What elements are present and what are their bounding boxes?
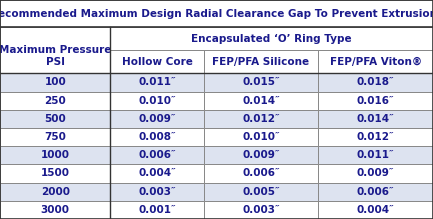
Text: 0.004″: 0.004″ — [357, 205, 394, 215]
Text: 0.003″: 0.003″ — [138, 187, 176, 197]
Bar — [110, 110, 204, 128]
Text: 100: 100 — [44, 78, 66, 87]
Bar — [0, 0, 433, 27]
Text: FEP/PFA Viton®: FEP/PFA Viton® — [330, 57, 422, 67]
Text: 0.016″: 0.016″ — [357, 96, 394, 106]
Bar — [110, 92, 204, 110]
Bar — [204, 183, 318, 201]
Text: PSI: PSI — [46, 57, 65, 67]
Text: 0.012″: 0.012″ — [357, 132, 394, 142]
Text: 0.001″: 0.001″ — [138, 205, 176, 215]
Text: 250: 250 — [44, 96, 66, 106]
Bar — [318, 128, 433, 146]
Bar — [110, 146, 204, 164]
Text: 3000: 3000 — [41, 205, 70, 215]
Text: 750: 750 — [44, 132, 66, 142]
Bar — [318, 183, 433, 201]
Bar — [204, 164, 318, 183]
Bar — [0, 27, 110, 73]
Bar — [204, 146, 318, 164]
Text: 0.009″: 0.009″ — [242, 150, 280, 160]
Bar — [318, 50, 433, 73]
Bar — [0, 110, 110, 128]
Bar — [0, 92, 110, 110]
Text: 0.011″: 0.011″ — [138, 78, 176, 87]
Text: 0.012″: 0.012″ — [242, 114, 280, 124]
Text: 0.009″: 0.009″ — [357, 168, 394, 178]
Bar — [204, 92, 318, 110]
Text: FEP/PFA Silicone: FEP/PFA Silicone — [212, 57, 310, 67]
Bar — [0, 128, 110, 146]
Text: 0.009″: 0.009″ — [138, 114, 176, 124]
Text: 0.010″: 0.010″ — [242, 132, 280, 142]
Text: 0.006″: 0.006″ — [138, 150, 176, 160]
Bar — [204, 50, 318, 73]
Text: 2000: 2000 — [41, 187, 70, 197]
Text: Recommended Maximum Design Radial Clearance Gap To Prevent Extrusions: Recommended Maximum Design Radial Cleara… — [0, 9, 433, 19]
Text: Maximum Pressure: Maximum Pressure — [0, 45, 111, 55]
Text: 500: 500 — [44, 114, 66, 124]
Text: 0.015″: 0.015″ — [242, 78, 280, 87]
Bar — [0, 183, 110, 201]
Text: Encapsulated ‘O’ Ring Type: Encapsulated ‘O’ Ring Type — [191, 34, 352, 44]
Text: 1500: 1500 — [41, 168, 70, 178]
Bar — [318, 73, 433, 92]
Text: Hollow Core: Hollow Core — [122, 57, 192, 67]
Text: 0.006″: 0.006″ — [357, 187, 394, 197]
Bar — [0, 73, 110, 92]
Text: 0.004″: 0.004″ — [138, 168, 176, 178]
Bar — [110, 73, 204, 92]
Text: 1000: 1000 — [41, 150, 70, 160]
Bar — [318, 146, 433, 164]
Bar — [318, 92, 433, 110]
Text: 0.018″: 0.018″ — [357, 78, 394, 87]
Bar — [204, 201, 318, 219]
Bar — [318, 164, 433, 183]
Bar — [110, 201, 204, 219]
Bar — [110, 183, 204, 201]
Bar — [0, 146, 110, 164]
Bar — [110, 164, 204, 183]
Text: 0.003″: 0.003″ — [242, 205, 280, 215]
Text: 0.006″: 0.006″ — [242, 168, 280, 178]
Text: 0.008″: 0.008″ — [138, 132, 176, 142]
Bar — [318, 110, 433, 128]
Bar — [204, 110, 318, 128]
Text: 0.014″: 0.014″ — [357, 114, 394, 124]
Bar — [0, 164, 110, 183]
Text: 0.011″: 0.011″ — [357, 150, 394, 160]
Bar — [204, 128, 318, 146]
Text: 0.005″: 0.005″ — [242, 187, 280, 197]
Bar — [110, 27, 433, 50]
Bar — [0, 201, 110, 219]
Bar — [110, 50, 204, 73]
Bar — [204, 73, 318, 92]
Text: 0.014″: 0.014″ — [242, 96, 280, 106]
Bar — [110, 128, 204, 146]
Bar — [318, 201, 433, 219]
Text: 0.010″: 0.010″ — [138, 96, 176, 106]
